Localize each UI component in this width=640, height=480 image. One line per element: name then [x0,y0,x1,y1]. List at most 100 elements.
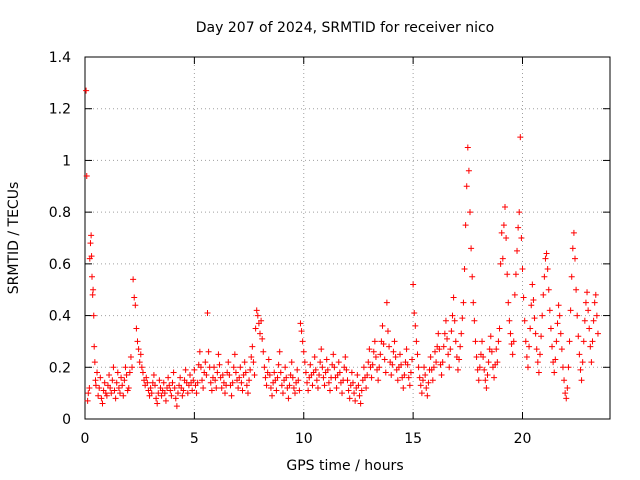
data-point [446,364,453,371]
data-point [356,392,363,399]
data-point [144,379,151,386]
x-tick-label: 5 [190,431,199,447]
y-tick-label: 0.6 [49,257,71,273]
data-point [103,392,110,399]
data-point [578,377,585,384]
data-point [271,369,278,376]
data-point [216,361,223,368]
data-point [544,266,551,273]
data-point [154,400,161,407]
data-point [86,384,93,391]
data-point [101,379,108,386]
data-point [211,364,218,371]
data-point [212,377,219,384]
data-point [507,330,514,337]
data-point [150,372,157,379]
data-point [167,387,174,394]
data-point [187,372,193,379]
data-point [238,379,245,386]
data-point [479,338,486,345]
data-point [214,369,221,376]
data-point [294,366,301,373]
data-point [363,384,370,391]
data-point [244,390,251,397]
data-point [309,382,316,389]
plot-frame [84,56,611,420]
data-point [283,374,290,381]
data-point [494,359,501,366]
data-point [102,390,109,397]
data-point [405,374,412,381]
data-point [85,390,92,397]
data-point [298,328,305,335]
data-point [288,359,295,366]
data-point [208,387,215,394]
data-point [323,356,330,363]
data-point [305,387,312,394]
data-point [107,384,114,391]
data-point [196,348,203,355]
data-point [532,330,539,337]
data-point [243,382,250,389]
data-point [90,286,97,293]
data-point [112,395,119,402]
data-point [249,343,256,350]
data-point [554,320,561,327]
data-point [515,224,522,231]
data-point [419,377,426,384]
data-point [499,255,506,262]
data-point [370,348,377,355]
data-point [471,317,478,324]
data-point [228,392,235,399]
data-point [355,382,362,389]
data-point [119,382,126,389]
data-point [348,369,355,376]
data-point [136,359,143,366]
data-point [565,364,572,371]
y-axis-label: SRMTID / TECUs [6,182,22,295]
data-point [160,379,167,386]
data-point [83,172,90,179]
data-point [584,289,591,296]
data-point [380,341,387,348]
data-point [170,369,177,376]
data-point [460,299,467,306]
data-point [300,348,307,355]
data-point [237,364,244,371]
data-point [219,372,226,379]
data-point [345,387,352,394]
data-point [357,400,364,407]
data-point [451,317,458,324]
data-point [127,353,134,360]
x-tick-label: 20 [514,431,532,447]
data-point [124,387,131,394]
data-point [562,390,569,397]
data-point [260,348,267,355]
data-point [123,372,130,379]
data-point [316,372,323,379]
x-tick-label: 10 [295,431,313,447]
data-point [567,307,574,314]
data-point [491,374,498,381]
data-point [275,361,282,368]
data-point [485,359,492,366]
data-point [543,250,550,257]
data-point [448,328,455,335]
data-point [561,377,568,384]
data-point [253,307,260,314]
data-point [279,390,286,397]
data-point [229,379,236,386]
data-point [114,369,121,376]
data-point [521,317,528,324]
data-point [555,302,562,309]
data-point [556,312,563,319]
data-point [135,346,142,353]
x-axis-label: GPS time / hours [286,458,403,474]
data-point [242,369,249,376]
data-point [487,333,494,340]
data-point [549,343,556,350]
data-point [540,291,547,298]
data-point [391,338,398,345]
data-point [568,273,575,280]
data-point [318,346,325,353]
